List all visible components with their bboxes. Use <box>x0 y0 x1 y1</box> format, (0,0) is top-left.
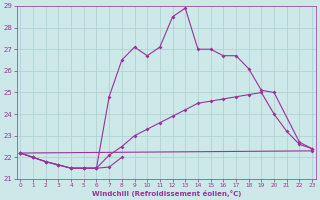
X-axis label: Windchill (Refroidissement éolien,°C): Windchill (Refroidissement éolien,°C) <box>92 190 241 197</box>
